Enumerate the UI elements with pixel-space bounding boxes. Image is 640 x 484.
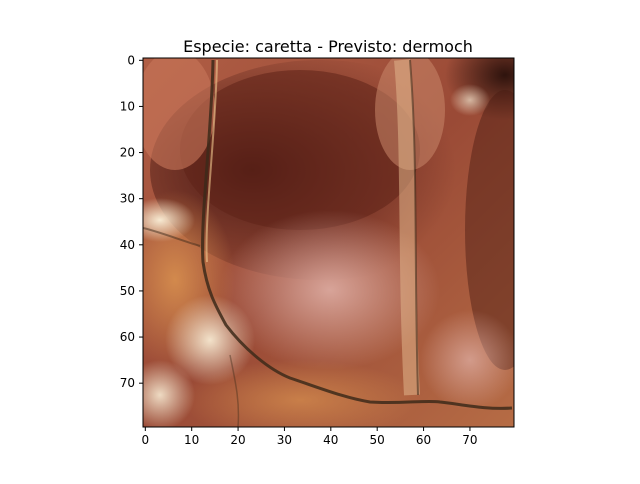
axes-frame	[142, 57, 515, 428]
x-tick-label: 50	[370, 433, 385, 447]
x-tick-label: 20	[230, 433, 245, 447]
y-tick-label: 60	[120, 330, 135, 344]
shell-image	[143, 58, 514, 427]
y-tick-label: 10	[120, 99, 135, 113]
y-axis: 0 10 20 30 40 50 60 70	[120, 53, 143, 390]
x-tick-label: 40	[323, 433, 338, 447]
y-tick-label: 20	[120, 146, 135, 160]
y-tick-label: 70	[120, 376, 135, 390]
x-tick-label: 30	[277, 433, 292, 447]
x-tick-label: 10	[184, 433, 199, 447]
x-axis: 0 10 20 30 40 50 60 70	[141, 427, 478, 447]
y-tick-label: 0	[127, 53, 135, 67]
x-tick-label: 70	[462, 433, 477, 447]
figure-title: Especie: caretta - Previsto: dermoch	[183, 37, 473, 56]
y-tick-label: 50	[120, 284, 135, 298]
x-tick-label: 60	[416, 433, 431, 447]
y-tick-label: 40	[120, 238, 135, 252]
y-tick-label: 30	[120, 192, 135, 206]
x-tick-label: 0	[141, 433, 149, 447]
